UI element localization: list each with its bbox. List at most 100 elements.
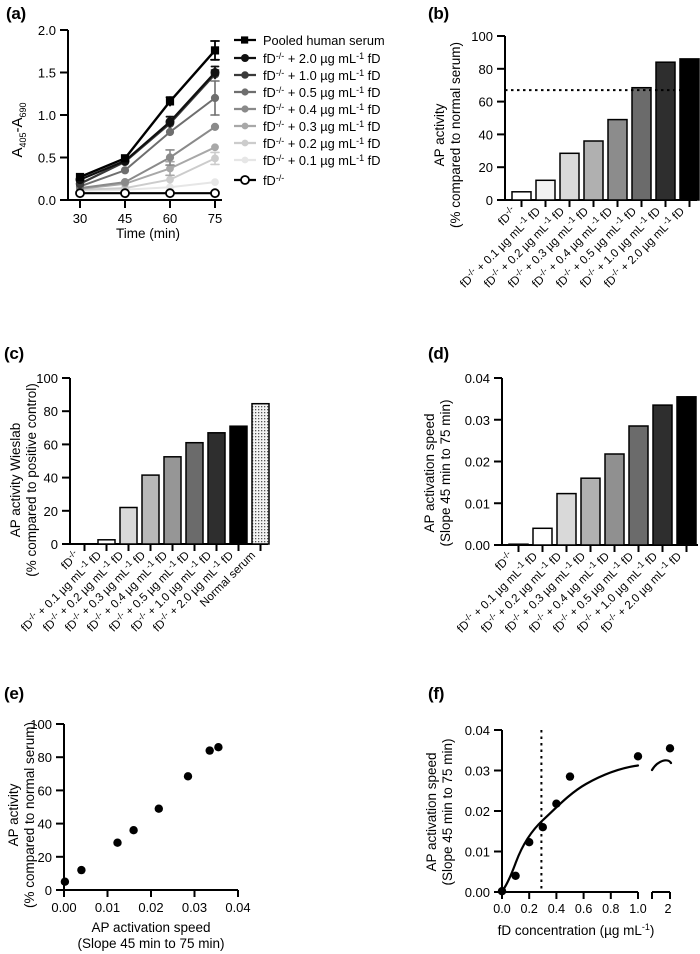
panel-c-xticks <box>83 544 262 551</box>
panel-f-points <box>497 744 675 896</box>
svg-text:40: 40 <box>479 127 493 142</box>
panel-e-label: (e) <box>4 684 24 703</box>
svg-text:fD-/-: fD-/- <box>263 173 284 188</box>
svg-text:0.02: 0.02 <box>465 455 490 470</box>
bar <box>97 539 116 545</box>
svg-text:0.5: 0.5 <box>38 151 56 166</box>
svg-text:0.03: 0.03 <box>182 900 207 915</box>
panel-f-xlabel: fD concentration (µg mL-1) <box>498 922 655 938</box>
bar <box>583 140 604 201</box>
legend-item-fd-0.1: fD-/- + 0.1 µg mL-1 fD <box>234 153 380 168</box>
bar-normal-serum <box>251 402 270 545</box>
svg-text:fD-/- + 0.4 µg mL-1 fD: fD-/- + 0.4 µg mL-1 fD <box>263 102 380 117</box>
panel-d-chart: AP activation speed (Slope 45 min to 75 … <box>422 371 698 635</box>
panel-b-bars <box>511 58 700 201</box>
svg-text:0: 0 <box>45 883 52 898</box>
bar <box>207 432 226 545</box>
panel-a-series <box>75 40 220 199</box>
svg-text:0.03: 0.03 <box>465 764 490 779</box>
svg-text:(% compared to normal serum): (% compared to normal serum) <box>448 42 463 228</box>
svg-text:fD-/- + 2.0 µg mL-1 fD: fD-/- + 2.0 µg mL-1 fD <box>263 51 380 66</box>
svg-text:1.0: 1.0 <box>629 902 646 916</box>
svg-text:2.0: 2.0 <box>38 23 56 38</box>
panel-f-fit-curve <box>500 764 640 893</box>
svg-text:0.01: 0.01 <box>95 900 120 915</box>
svg-text:75: 75 <box>208 211 222 226</box>
svg-text:fD-/- + 0.2 µg mL-1 fD: fD-/- + 0.2 µg mL-1 fD <box>263 136 380 151</box>
data-point <box>154 804 163 813</box>
svg-text:0.00: 0.00 <box>465 885 490 900</box>
svg-text:0.6: 0.6 <box>575 902 592 916</box>
data-point <box>77 865 86 875</box>
svg-text:0.8: 0.8 <box>602 902 619 916</box>
svg-text:100: 100 <box>471 29 493 44</box>
svg-text:0.04: 0.04 <box>225 900 250 915</box>
panel-e-axes: 0 20 40 60 80 100 0.00 0.01 0.02 0.03 0.… <box>30 717 250 951</box>
panel-c-chart: AP activity Wieslab (% compared to posit… <box>8 371 270 635</box>
panel-e-xlabel-1: AP activation speed <box>91 920 210 935</box>
svg-text:80: 80 <box>38 750 52 765</box>
svg-text:(Slope 45 min to 75 min): (Slope 45 min to 75 min) <box>438 399 453 546</box>
bar <box>163 456 182 545</box>
panel-a: (a) A405-A690 0.0 0.5 1.0 1.5 2.0 <box>0 0 400 241</box>
svg-text:45: 45 <box>118 211 132 226</box>
svg-text:20: 20 <box>44 504 58 519</box>
svg-text:20: 20 <box>38 850 52 865</box>
panel-a-ylabel: A405-A690 <box>9 102 28 157</box>
panel-b-category-labels: fD-/- fD-/- + 0.1 µg mL-1 fD fD-/- + 0.2… <box>456 204 687 291</box>
panel-f-ylabel: AP activation speed (Slope 45 min to 75 … <box>424 738 455 885</box>
svg-text:30: 30 <box>73 211 87 226</box>
panel-e-points <box>60 743 223 886</box>
panel-a-legend: Pooled human serum fD-/- + 2.0 µg mL-1 f… <box>234 33 385 188</box>
svg-text:100: 100 <box>30 717 52 732</box>
panel-f-axes: 0.00 0.01 0.02 0.03 0.04 0.0 0.2 0.4 0.6… <box>465 723 672 938</box>
svg-text:AP activity: AP activity <box>6 783 21 846</box>
panel-e-chart: AP activity (% compared to normal serum)… <box>6 717 251 951</box>
svg-text:80: 80 <box>44 404 58 419</box>
legend-item-fd-0.3: fD-/- + 0.3 µg mL-1 fD <box>234 119 380 134</box>
bar <box>676 396 697 546</box>
data-point <box>538 823 547 832</box>
svg-text:80: 80 <box>479 62 493 77</box>
data-point <box>214 743 223 752</box>
svg-text:60: 60 <box>44 437 58 452</box>
svg-text:AP activity Wieslab: AP activity Wieslab <box>8 423 23 538</box>
data-point <box>183 772 193 781</box>
svg-text:0: 0 <box>51 537 58 552</box>
svg-text:0: 0 <box>486 193 493 208</box>
panel-e-ylabel: AP activity (% compared to normal serum) <box>6 722 37 908</box>
svg-text:100: 100 <box>36 371 58 386</box>
panel-d-xticks <box>517 545 688 552</box>
svg-text:AP activation speed: AP activation speed <box>422 413 437 532</box>
bar <box>604 453 625 546</box>
bar <box>580 477 601 546</box>
bar <box>679 58 700 201</box>
data-point <box>129 826 138 835</box>
svg-text:0.02: 0.02 <box>465 804 490 819</box>
svg-text:0.01: 0.01 <box>465 845 490 860</box>
bar <box>535 179 556 201</box>
svg-text:0.0: 0.0 <box>493 902 510 916</box>
svg-text:0.00: 0.00 <box>51 900 76 915</box>
svg-text:(% compared to positive contro: (% compared to positive control) <box>24 383 39 577</box>
svg-text:0.04: 0.04 <box>465 371 490 386</box>
bar <box>141 474 160 545</box>
legend-item-fd-0.4: fD-/- + 0.4 µg mL-1 fD <box>234 102 380 117</box>
panel-f: (f) AP activation speed (Slope 45 min to… <box>380 680 700 954</box>
panel-e-xlabel-2: (Slope 45 min to 75 min) <box>77 936 224 951</box>
panel-b-label: (b) <box>428 4 449 23</box>
legend-item-fd-0.5: fD-/- + 0.5 µg mL-1 fD <box>234 85 380 100</box>
svg-text:0.2: 0.2 <box>521 902 538 916</box>
panel-b-ylabel: AP activity (% compared to normal serum) <box>432 42 463 228</box>
legend-item-fd-0.2: fD-/- + 0.2 µg mL-1 fD <box>234 136 380 151</box>
panel-c-bars <box>75 402 270 545</box>
panel-c-category-labels: fD-/- fD-/- + 0.1 µg mL-1 fD fD-/- + 0.2… <box>17 548 258 635</box>
bar <box>511 191 532 201</box>
data-point <box>205 746 214 755</box>
svg-text:0.04: 0.04 <box>465 723 490 738</box>
svg-text:0.00: 0.00 <box>465 538 490 553</box>
panel-f-label: (f) <box>428 684 445 703</box>
panel-b: (b) AP activity (% compared to normal se… <box>400 0 700 340</box>
svg-text:AP activation speed: AP activation speed <box>424 752 439 871</box>
panel-d: (d) AP activation speed (Slope 45 min to… <box>360 340 700 680</box>
